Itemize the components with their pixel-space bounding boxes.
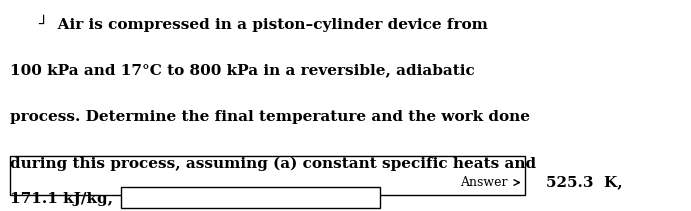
Bar bbox=[121, 187, 380, 208]
Text: Answer: Answer bbox=[460, 176, 508, 189]
Bar bbox=[10, 156, 525, 195]
Text: ┘  Air is compressed in a piston–cylinder device from: ┘ Air is compressed in a piston–cylinder… bbox=[38, 15, 488, 32]
Text: 525.3  K,: 525.3 K, bbox=[546, 176, 623, 189]
Text: 100 kPa and 17°C to 800 kPa in a reversible, adiabatic: 100 kPa and 17°C to 800 kPa in a reversi… bbox=[10, 63, 475, 77]
Text: during this process, assuming (a) constant specific heats and: during this process, assuming (a) consta… bbox=[10, 156, 536, 170]
Text: 171.1 kJ/kg,: 171.1 kJ/kg, bbox=[10, 192, 113, 206]
Text: process. Determine the final temperature and the work done: process. Determine the final temperature… bbox=[10, 110, 531, 124]
